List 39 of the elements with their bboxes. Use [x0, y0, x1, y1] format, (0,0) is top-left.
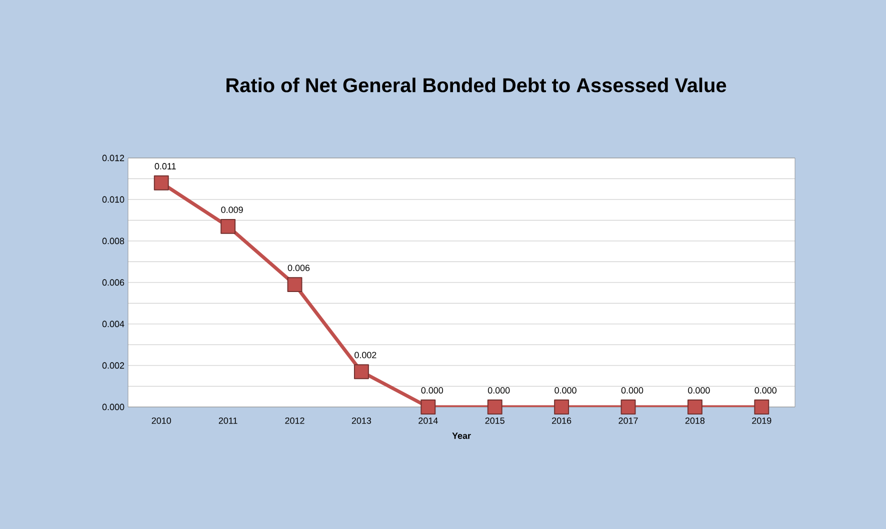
x-tick-label: 2013 — [352, 417, 372, 424]
point — [220, 218, 236, 234]
point — [420, 400, 436, 414]
data-label: 0.000 — [488, 387, 510, 394]
x-tick-label: 2010 — [152, 417, 171, 424]
y-tick-label: 0.012 — [102, 154, 124, 162]
data-label: 0.002 — [354, 352, 376, 358]
x-tick-label: 2015 — [485, 417, 504, 424]
point — [354, 364, 369, 380]
x-tick-label: 2011 — [218, 417, 238, 424]
data-label: 0.009 — [221, 206, 243, 213]
data-label: 0.000 — [554, 387, 576, 394]
x-tick-label: 2014 — [418, 417, 438, 424]
x-axis-title: Year — [452, 432, 471, 439]
x-tick-label: 2016 — [552, 417, 572, 424]
data-label: 0.000 — [421, 387, 444, 394]
point — [487, 400, 502, 414]
point — [754, 400, 770, 414]
data-label: 0.000 — [754, 387, 777, 394]
y-tick-label: 0.000 — [102, 404, 124, 410]
data-label: 0.000 — [688, 387, 710, 394]
y-tick-label: 0.006 — [102, 279, 124, 286]
point — [554, 400, 570, 414]
y-tick-label: 0.010 — [102, 196, 124, 203]
y-tick-label: 0.002 — [102, 362, 124, 369]
x-tick-label: 2018 — [685, 417, 705, 424]
y-tick-label: 0.008 — [102, 238, 124, 244]
x-tick-label: 2012 — [285, 417, 304, 424]
chart-title: Ratio of Net General Bonded Debt to Assessed Value — [226, 78, 726, 92]
point — [620, 400, 636, 414]
y-tick-label: 0.004 — [102, 320, 124, 328]
x-tick-label: 2019 — [752, 417, 772, 424]
point — [687, 400, 702, 414]
data-label: 0.006 — [288, 264, 310, 272]
data-label: 0.000 — [621, 387, 644, 394]
data-label: 0.011 — [154, 163, 176, 170]
x-tick-label: 2017 — [618, 417, 638, 424]
point — [154, 175, 169, 190]
point — [287, 277, 302, 292]
